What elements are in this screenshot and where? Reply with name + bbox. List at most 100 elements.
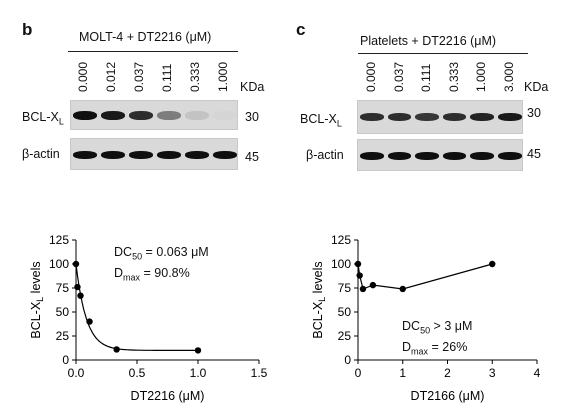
blot-band [387,152,412,160]
x-tick-label: 0.0 [68,366,85,380]
panel-c-actin-label: β-actin [306,148,344,162]
y-tick-label: 125 [49,233,69,247]
chart-c-dc50: DC50 > 3 μM [402,318,472,339]
data-point [86,318,93,325]
blot-band [442,152,467,160]
concentration-label: 0.000 [364,61,378,92]
y-tick-label: 0 [344,353,351,367]
data-point [74,283,81,291]
y-axis-label: BCL-XL levels [311,261,327,338]
bclxl-label-text: BCL-X [300,112,337,126]
chart-b-annotation: DC50 = 0.063 μM Dmax = 90.8% [114,244,209,285]
blot-band [157,151,181,159]
blot-band [101,111,125,120]
blot-band [415,152,439,160]
concentration-label: 0.333 [446,61,461,92]
dc50-label: DC [114,245,133,259]
concentration-label: 0.037 [391,61,406,92]
y-tick-label: 50 [56,305,70,319]
blot-band [213,151,237,159]
dmax-sub: max [123,272,141,282]
dmax-label: D [402,339,412,354]
chart-c: 0 25 50 75 100 125 0 1 2 3 4 DT2166 (μM) BCL-XL leve… [311,233,541,403]
panel-c-bclxl-blot [357,100,523,134]
concentration-label: 0.012 [104,61,118,92]
blot-band [470,152,494,160]
concentration-label: 1.000 [474,61,488,92]
blot-band [360,152,384,160]
chart-b: 0 25 50 75 100 125 0.0 0.5 1.0 1.5 DT2216 (μM) BCL-… [29,233,268,403]
dc50-value: = 0.063 μM [142,245,209,259]
blot-band [415,113,439,121]
bclxl-label-text: BCL-X [22,110,59,124]
data-point [356,272,363,279]
blot-band [470,113,494,121]
dc50-label: DC [402,319,421,333]
data-point [194,347,202,354]
blot-band [185,111,209,120]
data-point [113,346,120,353]
x-tick-label: 2 [444,366,451,380]
panel-c-bclxl-mw: 30 [527,106,541,120]
data-point [369,281,377,289]
panel-c-header-rule [358,53,528,54]
dmax-sub: max [411,346,429,356]
y-tick-label: 25 [56,329,70,343]
panel-b-actin-mw: 45 [245,150,259,164]
dmax-value: = 90.8% [140,265,190,280]
data-point [77,292,84,299]
panel-b-bclxl-blot [70,100,238,130]
x-tick-label: 3 [489,366,496,380]
panel-c-header: Platelets + DT2216 (μM) [360,34,497,48]
panel-b-actin-blot [70,138,238,170]
series-line [357,263,493,290]
x-tick-label: 4 [534,366,541,380]
chart-b-dc50: DC50 = 0.063 μM [114,244,209,265]
x-axis-label: DT2216 (μM) [131,389,205,403]
dmax-value: = 26% [428,339,468,354]
x-tick-label: 1 [399,366,406,380]
panel-letter-c: c [296,20,306,39]
panel-b-bclxl-mw: 30 [245,110,259,124]
concentration-label: 1.000 [216,61,230,92]
data-point [359,285,367,293]
panel-b-header-rule [68,51,238,52]
concentration-label: 0.333 [188,61,202,92]
panel-b-header: MOLT-4 + DT2216 (μM) [79,30,212,44]
panel-letter-b: b [22,20,33,39]
blot-band [129,111,153,120]
blot-band [73,111,97,120]
blot-band [498,152,522,160]
panel-c-actin-blot [357,139,523,171]
panel-b-kda-label: KDa [240,80,265,94]
data-point [399,285,406,293]
x-tick-label: 0 [355,366,362,380]
dc50-sub: 50 [420,325,431,336]
bclxl-label-sub: L [336,118,342,129]
blot-band [73,151,97,159]
dmax-label: D [114,265,124,280]
x-axis-label: DT2166 (μM) [411,389,485,403]
y-tick-label: 100 [331,257,351,271]
concentration-label: 0.037 [132,61,146,92]
blot-band [101,151,125,159]
data-point [72,260,80,268]
y-tick-label: 125 [331,233,351,247]
blot-band [129,151,153,159]
chart-c-dmax: Dmax = 26% [402,339,472,360]
panel-b-bclxl-label: BCL-XL [22,110,64,127]
panel-b-actin-label: β-actin [22,147,60,161]
data-point [354,260,362,268]
y-tick-label: 75 [56,281,70,295]
blot-band [157,111,181,120]
x-tick-label: 1.5 [251,366,268,380]
concentration-label: 0.111 [160,63,174,92]
blot-band [213,111,237,120]
fit-curve [75,263,198,351]
x-tick-label: 1.0 [190,366,207,380]
concentration-label: 0.111 [419,63,433,92]
panel-c-actin-mw: 45 [527,147,541,161]
y-axis-label: BCL-XL levels [29,261,45,338]
panel-c-bclxl-label: BCL-XL [300,112,342,129]
blot-band [185,151,209,159]
